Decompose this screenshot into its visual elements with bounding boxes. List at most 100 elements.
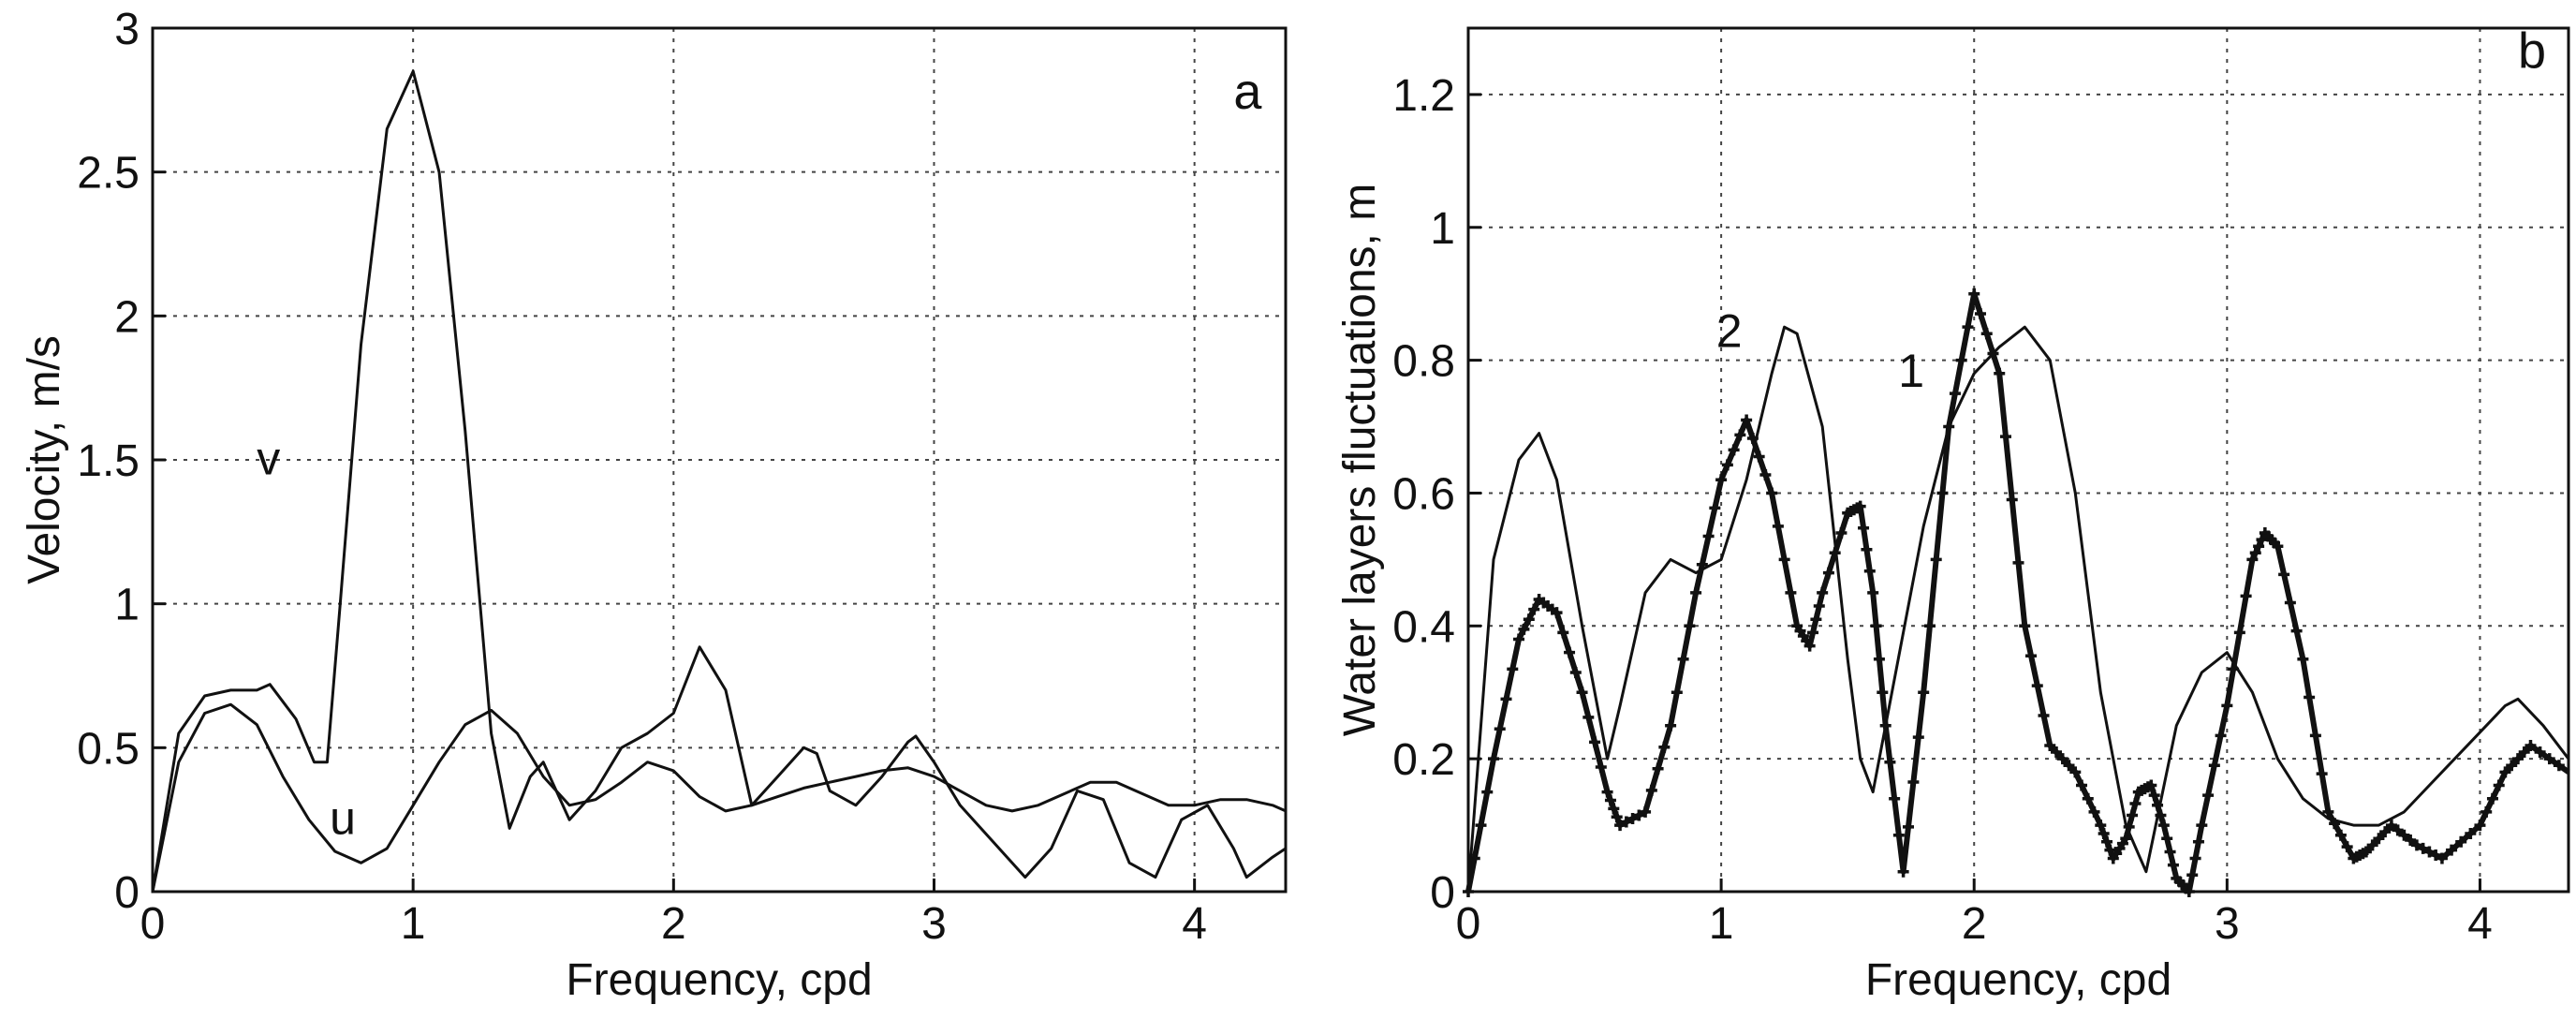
series-marker-1: [2297, 653, 2309, 665]
series-marker-1: [2499, 766, 2511, 778]
series-marker-1: [1507, 663, 1519, 675]
y-tick-label: 1.2: [1392, 71, 1455, 121]
series-marker-1: [1601, 786, 1613, 798]
series-marker-1: [2148, 790, 2160, 802]
series-marker-1: [2189, 852, 2201, 864]
series-marker-1: [1803, 640, 1816, 652]
series-marker-1: [1523, 613, 1535, 626]
series-marker-1: [1822, 567, 1834, 579]
series-marker-1: [2284, 597, 2296, 609]
series-marker-1: [2012, 556, 2024, 569]
series-marker-1: [2063, 760, 2075, 772]
series-marker-1: [2398, 829, 2410, 841]
x-tick-label: 0: [140, 899, 166, 949]
series-marker-1: [1500, 693, 1512, 705]
series-marker-1: [1671, 687, 1683, 699]
series-marker-1: [2098, 827, 2110, 839]
series-marker-1: [2240, 590, 2252, 602]
series-marker-1: [2309, 730, 2321, 742]
series-marker-1: [2316, 768, 2328, 780]
series-marker-1: [1873, 653, 1885, 665]
y-tick-label: 0.2: [1392, 735, 1455, 785]
series-line-2: [1466, 325, 2570, 893]
y-axis-label-b: Water layers fluctuations, m: [1335, 184, 1385, 736]
series-marker-1: [1620, 816, 1632, 828]
series-marker-1: [1684, 620, 1696, 632]
series-marker-1: [2006, 494, 2018, 506]
series-marker-1: [2518, 746, 2530, 759]
series-marker-1: [2534, 746, 2546, 759]
series-marker-1: [2031, 680, 2043, 692]
series-marker-1: [1974, 307, 1986, 319]
curves-a: [151, 69, 1287, 893]
series-marker-1: [1892, 829, 1905, 841]
series-marker-1: [1918, 687, 1930, 699]
series-marker-1: [1627, 812, 1639, 824]
series-marker-1: [2278, 569, 2290, 581]
series-marker-1: [1772, 520, 1784, 532]
grid-b: [1468, 28, 2569, 892]
series-marker-1: [1611, 811, 1623, 823]
series-marker-1: [2506, 760, 2518, 772]
series-marker-1: [1715, 474, 1728, 486]
series-marker-1: [2157, 820, 2170, 832]
series-marker-1: [2164, 846, 2176, 858]
series-marker-1: [1923, 620, 1936, 632]
series-marker-1: [2379, 826, 2392, 838]
series-marker-1: [2076, 779, 2088, 791]
series-marker-1: [2385, 820, 2397, 832]
series-marker-1: [2253, 540, 2265, 553]
series-marker-1: [2202, 790, 2215, 802]
series-marker-1: [1494, 723, 1506, 735]
series-marker-1: [2082, 792, 2094, 805]
series-marker-1: [2493, 779, 2505, 791]
series-marker-1: [2120, 833, 2132, 845]
series-marker-1: [2038, 710, 2050, 722]
series-marker-1: [2215, 730, 2227, 742]
series-marker-1: [1513, 633, 1525, 645]
series-marker-1: [2524, 739, 2537, 751]
y-tick-label: 2.5: [77, 149, 140, 199]
series-marker-1: [1741, 414, 1753, 426]
series-marker-1: [1884, 756, 1896, 768]
series-line-1: [1465, 290, 2570, 894]
series-marker-1: [1734, 429, 1746, 441]
series-marker-1: [2196, 820, 2208, 832]
series-marker-1: [1690, 586, 1702, 598]
series-marker-1: [2480, 805, 2493, 818]
tick-labels-a: 0 1 2 3 4 0 0.5 1 1.5 2 2.5 3: [77, 5, 1207, 949]
series-marker-1: [1652, 762, 1664, 775]
plot-frame-b: [1466, 26, 2570, 894]
series-marker-1: [1481, 786, 1494, 798]
series-marker-1: [1813, 600, 1825, 613]
series-marker-1: [1968, 288, 1980, 300]
series-marker-1: [1778, 554, 1790, 566]
series-marker-1: [1877, 687, 1889, 699]
y-tick-label: 1.5: [77, 436, 140, 486]
series-marker-1: [1870, 620, 1882, 632]
y-tick-label: 0.4: [1392, 602, 1455, 652]
y-tick-label: 1: [114, 581, 140, 630]
series-marker-1: [1589, 736, 1601, 748]
series-marker-1: [1897, 865, 1909, 878]
series-marker-1: [1817, 586, 1829, 598]
series-marker-1: [2145, 779, 2157, 791]
y-tick-label: 2: [114, 292, 140, 342]
series-marker-1: [1604, 794, 1616, 806]
series-marker-1: [2543, 753, 2555, 765]
series-marker-1: [1930, 554, 1942, 566]
curve-label-2: 2: [1716, 304, 1743, 357]
series-marker-1: [1677, 653, 1689, 665]
series-marker-1: [1645, 784, 1657, 796]
series-marker-1: [2304, 691, 2316, 703]
series-marker-1: [2511, 753, 2524, 765]
series-marker-1: [2417, 842, 2429, 854]
series-marker-1: [1810, 613, 1822, 626]
x-axis-label-b: Frequency, cpd: [1865, 955, 2171, 1005]
series-marker-1: [1861, 543, 1873, 555]
series-marker-1: [1569, 666, 1582, 678]
series-marker-1: [2129, 798, 2142, 810]
series-marker-1: [2044, 739, 2056, 751]
x-tick-label: 4: [2467, 899, 2493, 949]
